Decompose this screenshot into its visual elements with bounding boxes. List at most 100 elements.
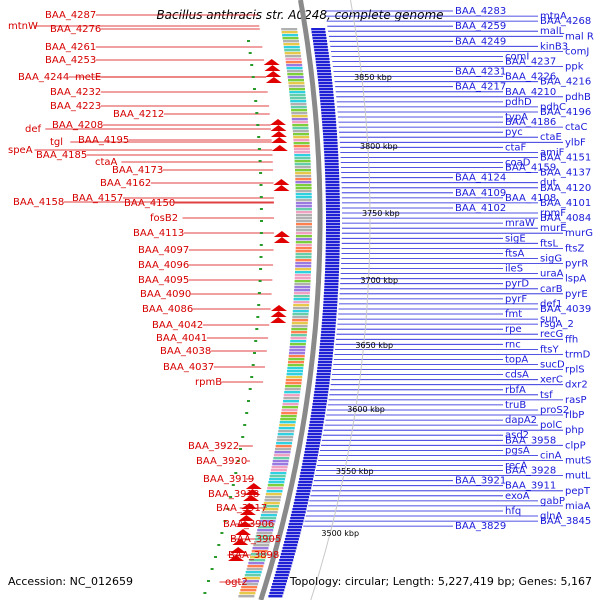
cog-class-mark xyxy=(238,595,255,598)
cog-class-mark xyxy=(291,112,308,115)
forward-gene-mark xyxy=(323,292,338,295)
forward-gene-mark xyxy=(321,118,336,121)
cog-class-mark xyxy=(292,319,309,322)
right-gene-label: pyrR xyxy=(565,259,588,270)
forward-gene-mark xyxy=(311,409,326,412)
rna-mark xyxy=(258,280,262,282)
cog-class-mark xyxy=(291,331,308,334)
forward-gene-mark xyxy=(305,448,319,451)
cog-class-mark xyxy=(287,367,304,370)
cog-class-mark xyxy=(294,157,311,160)
cog-class-mark xyxy=(283,397,300,400)
forward-gene-mark xyxy=(325,250,340,253)
forward-gene-mark xyxy=(276,568,291,571)
left-gene-label: BAA_4037 xyxy=(163,362,214,373)
cog-class-mark xyxy=(289,88,305,91)
cog-class-mark xyxy=(289,346,306,349)
right-gene-label: BAA_4226 xyxy=(505,72,556,83)
cog-class-mark xyxy=(260,517,277,520)
cog-class-mark xyxy=(293,307,309,310)
forward-gene-mark xyxy=(324,166,339,169)
forward-gene-mark xyxy=(318,358,333,361)
cog-class-mark xyxy=(243,577,260,580)
cog-class-mark xyxy=(288,79,304,82)
cog-class-mark xyxy=(290,340,307,343)
forward-gene-mark xyxy=(325,232,340,235)
cog-class-mark xyxy=(280,418,297,421)
forward-gene-mark xyxy=(323,142,338,145)
cog-class-mark xyxy=(295,247,312,250)
right-gene-label: BAA_4268 xyxy=(540,16,591,27)
right-gene-label: mtnA xyxy=(540,11,567,22)
left-gene-label: BAA_4261 xyxy=(45,42,96,53)
rna-mark xyxy=(260,220,263,222)
cog-class-mark xyxy=(273,454,290,457)
kbp-tick-label: 3650 kbp xyxy=(355,341,393,350)
right-gene-label: comI xyxy=(505,51,529,62)
forward-gene-mark xyxy=(325,244,340,247)
kbp-ticks: 3850 kbp 3800 kbp 3750 kbp 3700 kbp 3650 kbp… xyxy=(321,73,399,538)
right-gene-label: BAA_4249 xyxy=(455,36,506,47)
kbp-tick-label: 3700 kbp xyxy=(360,276,398,285)
right-gene-label: clpP xyxy=(565,440,586,451)
right-gene-label: BAA_3921 xyxy=(455,476,506,487)
cog-class-mark xyxy=(295,262,312,265)
cog-class-mark xyxy=(295,259,312,262)
cog-class-mark xyxy=(295,253,312,256)
forward-gene-mark xyxy=(312,37,327,40)
forward-gene-mark xyxy=(294,499,309,502)
cog-class-mark xyxy=(294,151,311,154)
right-gene-label: BAA_4124 xyxy=(455,173,506,184)
rna-mark xyxy=(203,592,207,594)
cog-class-mark xyxy=(239,592,256,595)
left-gene-label: BAA_4086 xyxy=(142,304,193,315)
forward-gene-mark xyxy=(317,367,332,370)
cog-class-mark xyxy=(243,580,259,583)
forward-gene-mark xyxy=(280,556,294,559)
forward-gene-mark xyxy=(321,112,336,115)
cog-class-mark xyxy=(273,457,290,460)
cog-class-mark xyxy=(295,235,312,238)
cog-class-mark xyxy=(296,223,312,226)
reverse-gene-mark xyxy=(270,125,287,131)
cog-class-mark xyxy=(286,67,303,70)
right-gene-label: proS2 xyxy=(540,405,569,416)
cog-class-mark xyxy=(289,91,306,94)
cog-class-mark xyxy=(284,52,301,55)
cog-class-mark xyxy=(272,460,289,463)
forward-gene-mark xyxy=(324,157,339,160)
left-gene-label: BAA_4095 xyxy=(138,275,189,286)
cog-class-mark xyxy=(246,568,263,571)
left-gene-label: BAA_4232 xyxy=(50,87,101,98)
cog-class-mark xyxy=(282,34,299,37)
rna-mark xyxy=(255,112,259,114)
rna-mark xyxy=(256,316,260,318)
rna-mark xyxy=(241,436,245,438)
reverse-gene-mark xyxy=(243,495,260,501)
cog-class-mark xyxy=(279,421,296,424)
right-gene-label: uraA xyxy=(540,269,564,280)
cog-class-mark xyxy=(263,502,280,505)
right-gene-label: fmt xyxy=(505,309,522,320)
forward-gene-mark xyxy=(325,169,339,172)
right-gene-label: tsf xyxy=(540,390,553,401)
cog-class-mark xyxy=(271,466,288,469)
right-gene-label: topA xyxy=(505,355,528,366)
forward-gene-mark xyxy=(313,40,327,43)
cog-class-mark xyxy=(290,100,307,103)
rna-mark xyxy=(256,124,260,126)
forward-gene-mark xyxy=(325,172,340,175)
forward-gene-mark xyxy=(299,475,314,478)
left-gene-label: BAA_3922 xyxy=(188,441,239,452)
forward-gene-mark xyxy=(319,91,334,94)
right-label-connectors xyxy=(303,10,563,527)
rna-mark xyxy=(259,256,263,258)
cog-class-mark xyxy=(295,181,312,184)
left-gene-label: BAA_3898 xyxy=(228,550,279,561)
forward-gene-mark xyxy=(310,415,325,418)
right-gene-label: murE xyxy=(540,223,567,234)
reverse-gene-mark xyxy=(238,515,255,521)
right-gene-label: mutL xyxy=(565,471,591,482)
rna-mark xyxy=(253,88,256,90)
